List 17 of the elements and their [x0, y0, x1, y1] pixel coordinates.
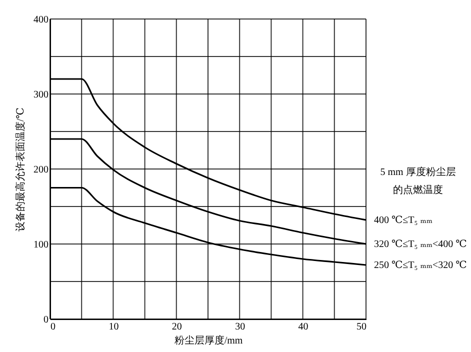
series-label: 250 ℃≤T₅ ₘₘ<320 ℃ [374, 260, 467, 271]
y-axis-title: 设备的最高允许表面温度/℃ [14, 108, 26, 232]
y-tick-label: 200 [34, 164, 48, 176]
x-axis-title: 粉尘层厚度/mm [174, 334, 243, 346]
x-tick-label: 40 [298, 322, 308, 332]
x-tick-label: 0 [50, 322, 56, 332]
x-tick-label: 20 [172, 322, 182, 332]
series-label: 320 ℃≤T₅ ₘₘ<400 ℃ [374, 239, 467, 250]
y-tick-label: 400 [34, 14, 48, 26]
y-tick-label: 100 [34, 240, 48, 250]
legend-title: 5 mm 厚度粉尘层的点燃温度 [380, 166, 456, 196]
x-tick-label: 10 [108, 322, 119, 332]
y-tick-label: 0 [44, 314, 48, 326]
y-tick-label: 300 [34, 90, 48, 100]
x-tick-label: 50 [356, 322, 366, 332]
series-label: 400 ℃≤T₅ ₘₘ [374, 215, 433, 226]
x-tick-label: 30 [235, 322, 246, 332]
